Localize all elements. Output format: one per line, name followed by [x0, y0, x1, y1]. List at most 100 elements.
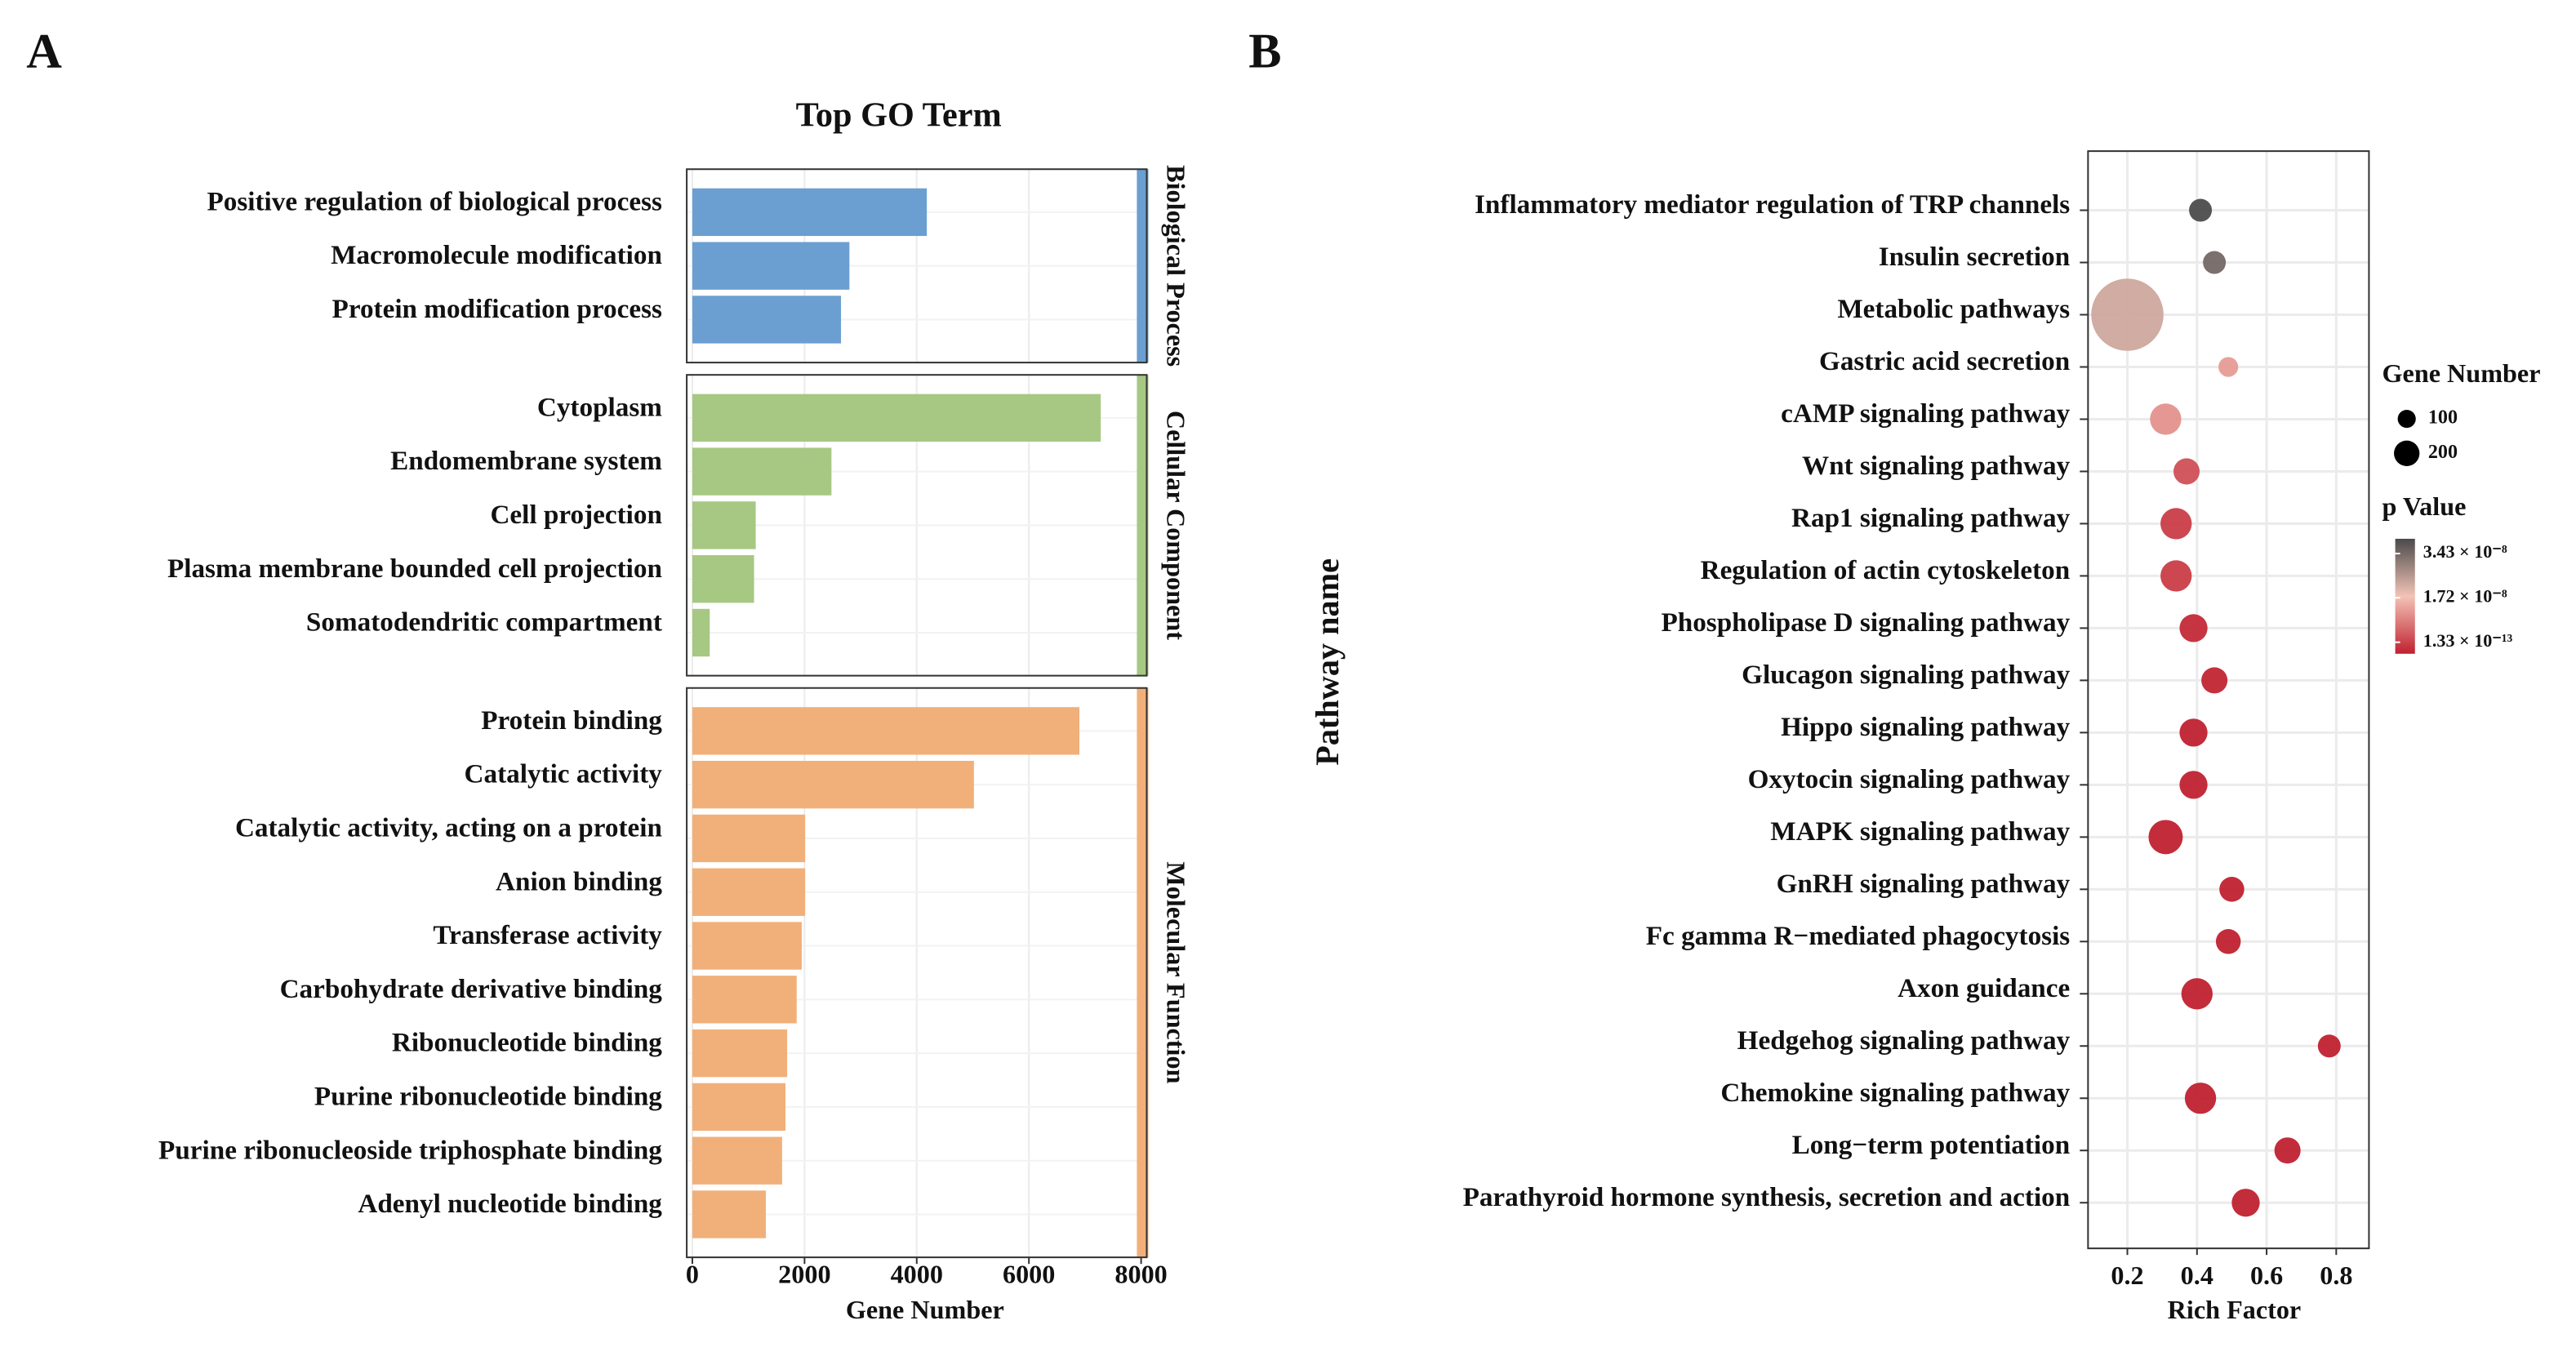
category-label: Plasma membrane bounded cell projection	[167, 554, 662, 584]
category-label: GnRH signaling pathway	[1777, 869, 2071, 899]
point	[2160, 560, 2192, 592]
facet-strip	[1137, 169, 1149, 363]
category-label: Gastric acid secretion	[1819, 346, 2070, 376]
legend-title: p Value	[2382, 491, 2467, 521]
x-tick-label: 8000	[1114, 1260, 1167, 1289]
bar	[692, 760, 974, 809]
category-label: Rap1 signaling pathway	[1791, 503, 2071, 533]
legend-label: 3.43 × 10⁻⁸	[2423, 541, 2507, 562]
point	[2179, 614, 2208, 642]
facet-strip	[1137, 375, 1149, 676]
legend-size-key	[2397, 410, 2416, 429]
category-label: Chemokine signaling pathway	[1720, 1078, 2070, 1108]
panel-border	[686, 168, 1148, 364]
point	[2179, 718, 2208, 747]
category-label: Purine ribonucleotide binding	[314, 1081, 662, 1111]
point	[2215, 929, 2241, 954]
category-label: Protein binding	[481, 705, 662, 736]
category-label: Ribonucleotide binding	[392, 1028, 662, 1058]
legend-label: 200	[2428, 441, 2458, 463]
point	[2201, 667, 2228, 694]
category-label: Metabolic pathways	[1837, 294, 2070, 324]
point	[2189, 198, 2213, 222]
x-tick-label: 0.6	[2250, 1261, 2283, 1290]
color-bar	[2395, 538, 2415, 654]
bar	[692, 555, 754, 603]
x-axis-label: Rich Factor	[2168, 1295, 2302, 1324]
category-label: Hippo signaling pathway	[1781, 712, 2071, 742]
bar	[692, 447, 832, 496]
bar	[692, 188, 928, 237]
category-label: Regulation of actin cytoskeleton	[1701, 555, 2071, 585]
x-tick-label: 0.4	[2181, 1261, 2213, 1290]
panel-border	[2087, 150, 2370, 1250]
category-label: Insulin secretion	[1879, 242, 2071, 272]
bar	[692, 814, 806, 863]
category-label: Adenyl nucleotide binding	[358, 1189, 662, 1219]
facet-strip	[1137, 687, 1149, 1258]
category-label: Endomembrane system	[390, 446, 662, 476]
point	[2231, 1189, 2260, 1217]
category-label: Positive regulation of biological proces…	[207, 186, 662, 216]
point	[2181, 978, 2213, 1010]
category-label: Inflammatory mediator regulation of TRP …	[1475, 189, 2070, 220]
bar	[692, 1083, 786, 1132]
x-tick-label: 4000	[891, 1260, 943, 1289]
point	[2148, 820, 2183, 855]
x-tick-label: 0	[686, 1260, 699, 1289]
panel-label: B	[1248, 24, 1281, 78]
legend-label: 100	[2428, 407, 2458, 429]
bar	[692, 242, 850, 290]
point	[2179, 771, 2208, 799]
x-tick-label: 0.8	[2320, 1261, 2352, 1290]
point	[2173, 458, 2200, 485]
bar	[692, 1136, 782, 1185]
category-label: Protein modification process	[332, 294, 662, 324]
category-label: Cell projection	[490, 500, 661, 530]
point	[2160, 508, 2192, 540]
bar	[692, 1190, 766, 1238]
legend-title: Gene Number	[2382, 358, 2541, 388]
category-label: Wnt signaling pathway	[1802, 451, 2071, 481]
point	[2184, 1083, 2217, 1114]
bar	[692, 922, 802, 970]
category-label: Glucagon signaling pathway	[1742, 660, 2070, 690]
category-label: Hedgehog signaling pathway	[1737, 1025, 2071, 1056]
legend-label: 1.33 × 10⁻¹³	[2423, 630, 2513, 651]
panel-label: A	[26, 24, 62, 78]
bar	[692, 1029, 788, 1078]
category-label: Somatodendritic compartment	[306, 607, 662, 638]
bar	[692, 707, 1080, 755]
x-tick-label: 6000	[1003, 1260, 1055, 1289]
category-label: Axon guidance	[1898, 973, 2070, 1003]
point	[2150, 403, 2182, 435]
legend-size-key	[2394, 440, 2420, 466]
category-label: Catalytic activity, acting on a protein	[235, 812, 662, 843]
category-label: Anion binding	[496, 866, 662, 896]
point	[2218, 357, 2239, 377]
y-axis-label: Pathway name	[1309, 558, 1346, 766]
chart-title: Top GO Term	[796, 96, 1002, 135]
category-label: Catalytic activity	[465, 759, 663, 789]
category-label: MAPK signaling pathway	[1770, 816, 2070, 847]
category-label: Long−term potentiation	[1792, 1130, 2071, 1160]
point	[2219, 877, 2245, 902]
bar	[692, 976, 797, 1024]
facet-label: Cellular Component	[1161, 411, 1190, 640]
panel-border	[686, 374, 1148, 677]
bar	[692, 868, 806, 916]
category-label: Cytoplasm	[537, 392, 662, 422]
bar	[692, 393, 1101, 442]
category-label: Transferase activity	[433, 920, 662, 950]
bar	[692, 501, 756, 549]
x-tick-label: 2000	[778, 1260, 830, 1289]
category-label: Carbohydrate derivative binding	[280, 974, 663, 1004]
point	[2317, 1034, 2341, 1058]
category-label: Phospholipase D signaling pathway	[1661, 607, 2070, 638]
category-label: Purine ribonucleoside triphosphate bindi…	[158, 1135, 662, 1165]
legend-label: 1.72 × 10⁻⁸	[2423, 585, 2507, 606]
bar	[692, 608, 710, 657]
bar	[692, 296, 842, 344]
